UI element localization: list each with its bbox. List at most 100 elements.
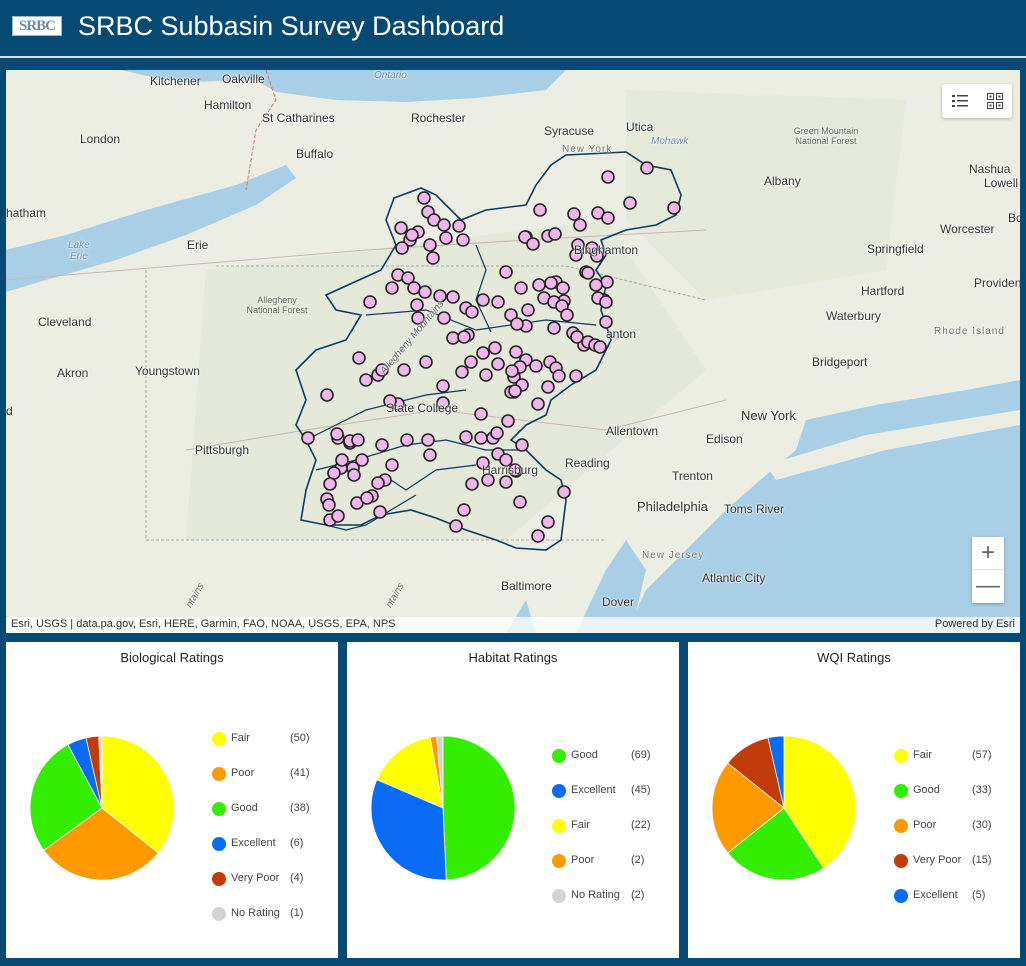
survey-site-marker[interactable] xyxy=(501,414,515,428)
survey-site-marker[interactable] xyxy=(491,357,505,371)
pie-slice-good[interactable] xyxy=(29,744,103,851)
survey-site-marker[interactable] xyxy=(541,380,555,394)
survey-site-marker[interactable] xyxy=(423,238,437,252)
survey-site-marker[interactable] xyxy=(330,427,344,441)
survey-site-marker[interactable] xyxy=(505,364,519,378)
survey-site-marker[interactable] xyxy=(599,295,613,309)
survey-site-marker[interactable] xyxy=(514,281,528,295)
legend-item-good[interactable]: Good (33) xyxy=(894,783,1026,799)
survey-site-marker[interactable] xyxy=(573,218,587,232)
survey-site-marker[interactable] xyxy=(499,265,513,279)
powered-by-esri[interactable]: Powered by Esri xyxy=(934,618,1015,630)
pie-slice-excellent[interactable] xyxy=(767,735,785,809)
survey-site-marker[interactable] xyxy=(529,359,543,373)
survey-site-marker[interactable] xyxy=(375,438,389,452)
survey-site-marker[interactable] xyxy=(433,289,447,303)
survey-site-marker[interactable] xyxy=(446,290,460,304)
attribution-text[interactable]: Esri, USGS | data.pa.gov, Esri, HERE, Ga… xyxy=(11,618,396,630)
survey-site-marker[interactable] xyxy=(510,317,524,331)
survey-site-marker[interactable] xyxy=(476,456,490,470)
survey-site-marker[interactable] xyxy=(569,248,583,262)
survey-site-marker[interactable] xyxy=(405,228,419,242)
survey-site-marker[interactable] xyxy=(426,251,440,265)
survey-site-marker[interactable] xyxy=(437,218,451,232)
pie-slice-no-rating[interactable] xyxy=(98,735,103,809)
survey-site-marker[interactable] xyxy=(417,191,431,205)
legend-item-poor[interactable]: Poor (2) xyxy=(552,853,692,869)
survey-site-marker[interactable] xyxy=(601,211,615,225)
legend-item-excellent[interactable]: Excellent (6) xyxy=(212,836,352,852)
survey-site-marker[interactable] xyxy=(531,529,545,543)
survey-site-marker[interactable] xyxy=(397,363,411,377)
survey-site-marker[interactable] xyxy=(436,396,450,410)
survey-site-marker[interactable] xyxy=(581,266,595,280)
survey-site-marker[interactable] xyxy=(355,453,369,467)
survey-site-marker[interactable] xyxy=(476,293,490,307)
survey-site-marker[interactable] xyxy=(490,426,504,440)
survey-site-marker[interactable] xyxy=(488,341,502,355)
survey-site-marker[interactable] xyxy=(400,433,414,447)
survey-site-marker[interactable] xyxy=(456,233,470,247)
zoom-out-button[interactable]: — xyxy=(976,572,1000,599)
survey-site-marker[interactable] xyxy=(352,351,366,365)
legend-item-fair[interactable]: Fair (22) xyxy=(552,818,692,834)
survey-site-marker[interactable] xyxy=(347,468,361,482)
survey-site-marker[interactable] xyxy=(385,458,399,472)
survey-site-marker[interactable] xyxy=(556,281,570,295)
survey-site-marker[interactable] xyxy=(640,161,654,175)
survey-site-marker[interactable] xyxy=(593,340,607,354)
survey-site-marker[interactable] xyxy=(464,355,478,369)
pie-slice-fair[interactable] xyxy=(376,736,444,809)
survey-site-marker[interactable] xyxy=(322,498,336,512)
legend-item-excellent[interactable]: Excellent (5) xyxy=(894,888,1026,904)
survey-site-marker[interactable] xyxy=(331,509,345,523)
survey-site-marker[interactable] xyxy=(457,330,471,344)
survey-site-marker[interactable] xyxy=(515,438,529,452)
survey-site-marker[interactable] xyxy=(410,298,424,312)
legend-item-very-poor[interactable]: Very Poor (4) xyxy=(212,871,352,887)
survey-site-marker[interactable] xyxy=(513,495,527,509)
survey-site-marker[interactable] xyxy=(590,249,604,263)
survey-site-marker[interactable] xyxy=(479,368,493,382)
survey-site-marker[interactable] xyxy=(499,475,513,489)
survey-site-marker[interactable] xyxy=(395,241,409,255)
legend-item-no-rating[interactable]: No Rating (2) xyxy=(552,888,692,904)
survey-site-marker[interactable] xyxy=(481,473,495,487)
legend-item-very-poor[interactable]: Very Poor (15) xyxy=(894,853,1026,869)
survey-site-marker[interactable] xyxy=(547,321,561,335)
legend-button[interactable] xyxy=(942,84,977,118)
survey-site-marker[interactable] xyxy=(491,295,505,309)
survey-site-marker[interactable] xyxy=(418,285,432,299)
survey-site-marker[interactable] xyxy=(508,384,522,398)
zoom-in-button[interactable]: + xyxy=(972,537,1004,570)
survey-site-marker[interactable] xyxy=(383,394,397,408)
survey-site-marker[interactable] xyxy=(532,278,546,292)
legend-item-fair[interactable]: Fair (57) xyxy=(894,748,1026,764)
survey-site-marker[interactable] xyxy=(601,170,615,184)
survey-site-marker[interactable] xyxy=(544,276,558,290)
survey-site-marker[interactable] xyxy=(541,515,555,529)
survey-site-marker[interactable] xyxy=(394,221,408,235)
survey-site-marker[interactable] xyxy=(335,453,349,467)
survey-site-marker[interactable] xyxy=(359,373,373,387)
survey-site-marker[interactable] xyxy=(385,281,399,295)
survey-site-marker[interactable] xyxy=(446,331,460,345)
survey-site-marker[interactable] xyxy=(459,430,473,444)
survey-site-marker[interactable] xyxy=(521,303,535,317)
pie-slice-excellent[interactable] xyxy=(370,779,447,881)
map-view[interactable]: Kitchener Oakville Ontario Hamilton St C… xyxy=(6,70,1020,633)
survey-site-marker[interactable] xyxy=(552,369,566,383)
survey-site-marker[interactable] xyxy=(465,477,479,491)
survey-site-marker[interactable] xyxy=(557,485,571,499)
survey-site-marker[interactable] xyxy=(421,433,435,447)
basemap-button[interactable] xyxy=(977,84,1012,118)
survey-site-marker[interactable] xyxy=(548,227,562,241)
survey-site-marker[interactable] xyxy=(570,330,584,344)
survey-site-marker[interactable] xyxy=(327,466,341,480)
legend-item-good[interactable]: Good (38) xyxy=(212,801,352,817)
survey-site-marker[interactable] xyxy=(407,281,421,295)
pie-slice-good[interactable] xyxy=(442,735,516,881)
survey-site-marker[interactable] xyxy=(509,345,523,359)
survey-site-marker[interactable] xyxy=(499,453,513,467)
legend-item-good[interactable]: Good (69) xyxy=(552,748,692,764)
